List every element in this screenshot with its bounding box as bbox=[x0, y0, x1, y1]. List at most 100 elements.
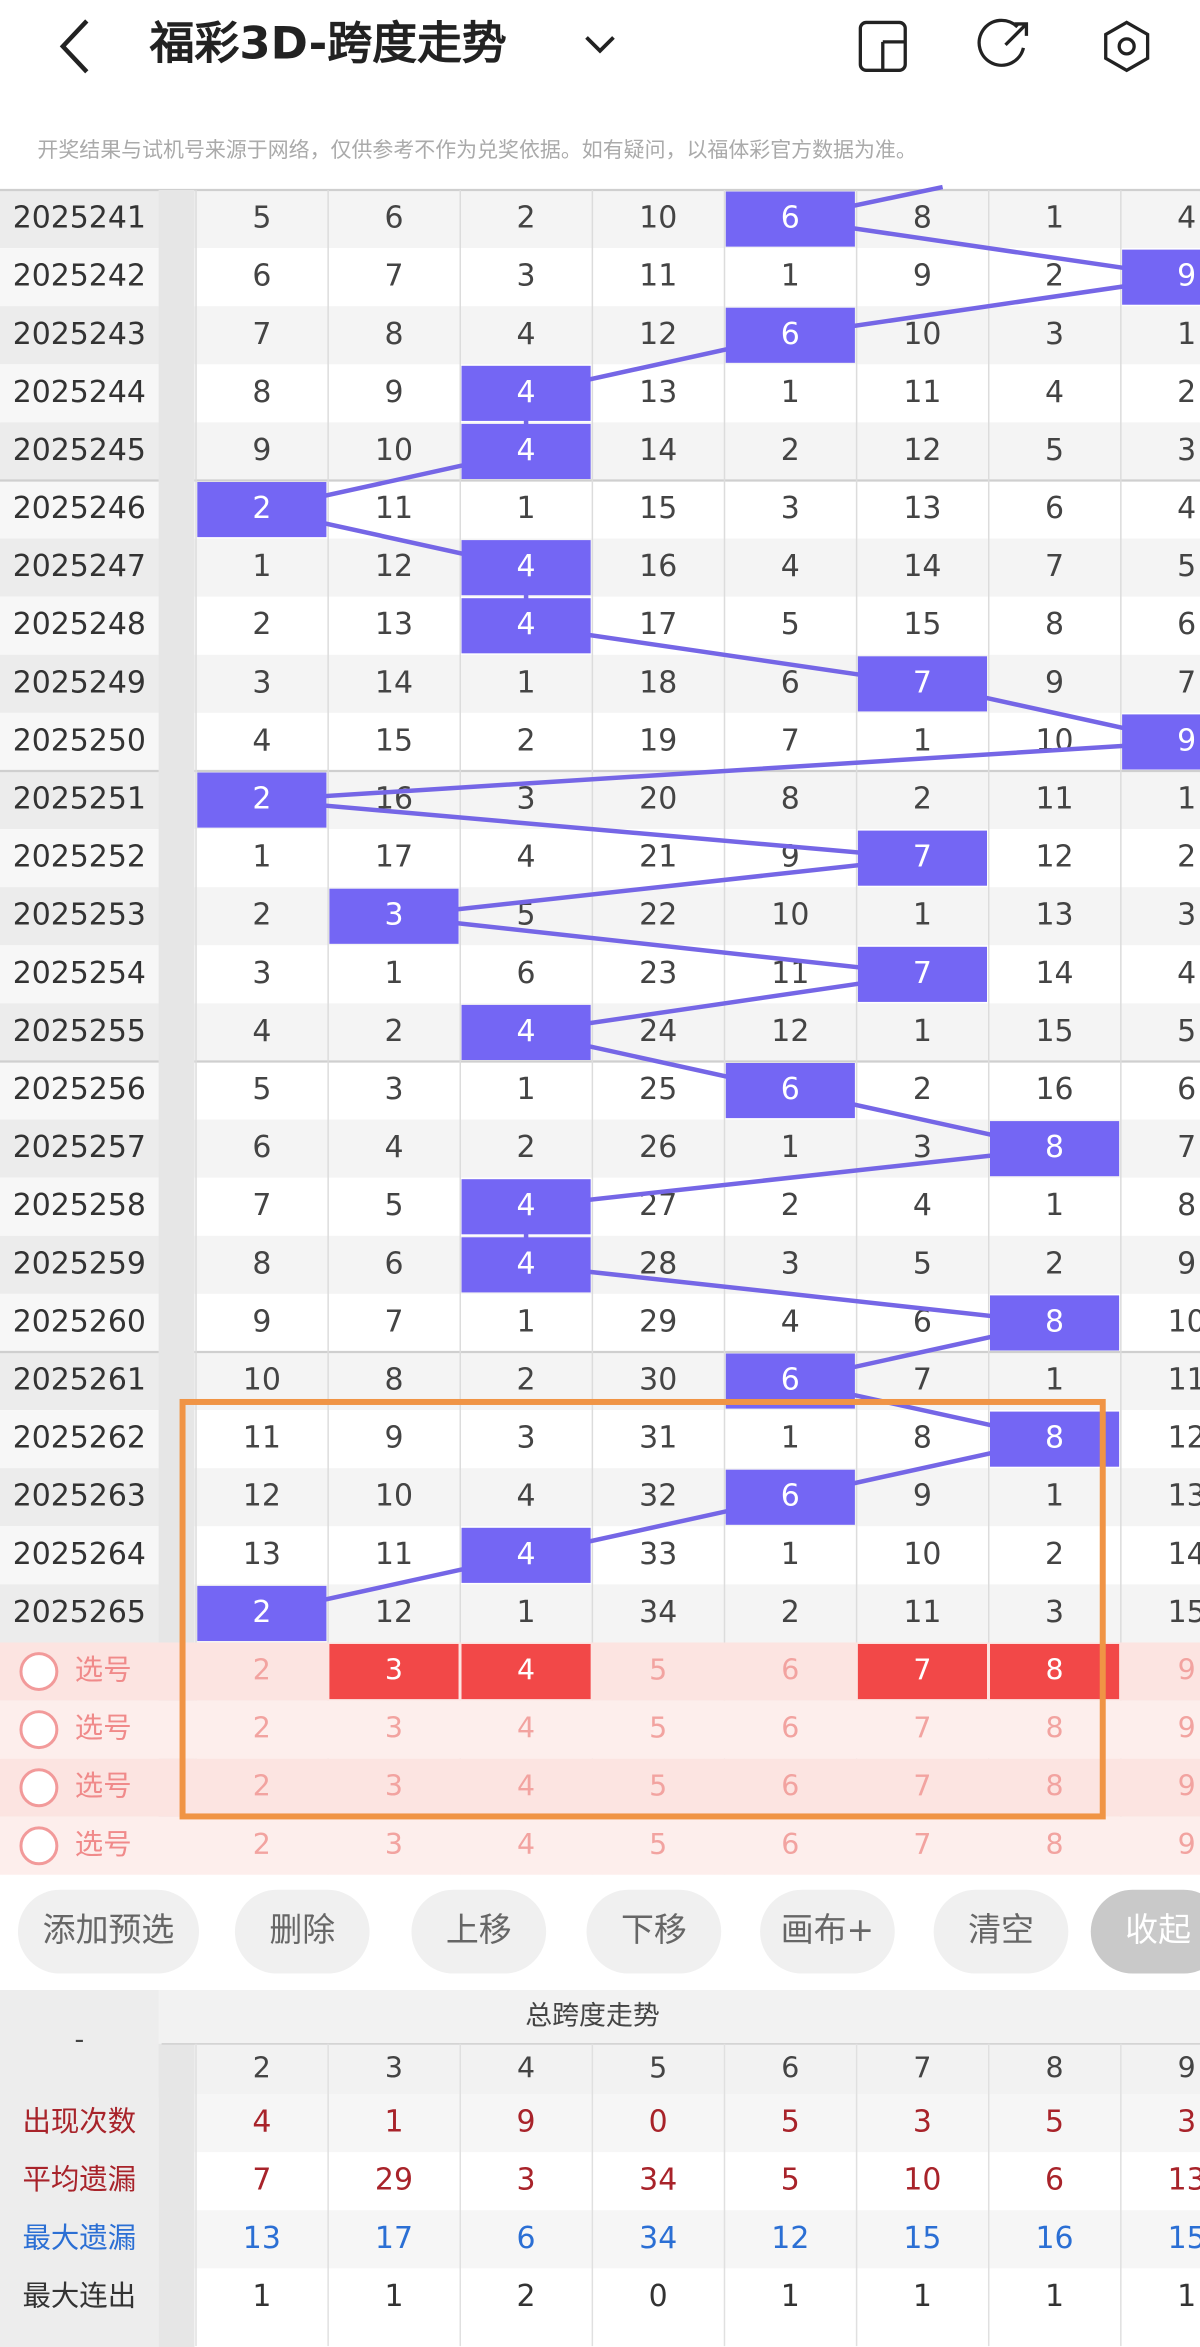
select-number[interactable]: 4 bbox=[517, 1828, 535, 1861]
cell: 24 bbox=[639, 1014, 677, 1049]
phone-icon[interactable] bbox=[858, 20, 907, 72]
back-button[interactable] bbox=[59, 19, 89, 74]
cell: 11 bbox=[1036, 782, 1074, 817]
cell: 15 bbox=[903, 607, 941, 642]
cell: 3 bbox=[252, 956, 271, 991]
row-bg bbox=[0, 1003, 1200, 1062]
select-number[interactable]: 6 bbox=[781, 1712, 799, 1745]
cell: 4 bbox=[1177, 956, 1196, 991]
selected-cell[interactable] bbox=[329, 1643, 459, 1700]
hit-cell bbox=[857, 946, 988, 1002]
select-number[interactable]: 2 bbox=[253, 1654, 271, 1687]
select-number[interactable]: 7 bbox=[913, 1828, 931, 1861]
cell: 14 bbox=[639, 433, 677, 468]
cell: 10 bbox=[375, 433, 413, 468]
cell: 10 bbox=[903, 1537, 941, 1572]
button-label[interactable]: 删除 bbox=[269, 1910, 335, 1949]
select-number[interactable]: 7 bbox=[913, 1712, 931, 1745]
select-number[interactable]: 8 bbox=[1046, 1770, 1064, 1803]
button[interactable] bbox=[933, 1889, 1069, 1974]
select-radio[interactable] bbox=[19, 1768, 59, 1808]
period-bg bbox=[0, 1061, 159, 1120]
cell: 11 bbox=[375, 1537, 413, 1572]
select-number[interactable]: 8 bbox=[1046, 1654, 1064, 1687]
button-label[interactable]: 清空 bbox=[968, 1910, 1034, 1949]
select-number[interactable]: 6 bbox=[781, 1828, 799, 1861]
select-number[interactable]: 9 bbox=[1178, 1828, 1196, 1861]
cell: 2 bbox=[252, 898, 271, 933]
cell: 9 bbox=[1045, 665, 1064, 700]
cell: 14 bbox=[1036, 956, 1074, 991]
select-radio[interactable] bbox=[19, 1710, 59, 1750]
share-icon[interactable] bbox=[977, 18, 1029, 67]
select-number[interactable]: 7 bbox=[913, 1654, 931, 1687]
hit-value: 4 bbox=[517, 1246, 536, 1281]
select-number[interactable]: 9 bbox=[1178, 1712, 1196, 1745]
hit-value: 2 bbox=[252, 1595, 271, 1630]
page-title[interactable]: 福彩3D-跨度走势 bbox=[149, 16, 507, 69]
select-number[interactable]: 2 bbox=[253, 1770, 271, 1803]
button[interactable] bbox=[1090, 1889, 1200, 1974]
button[interactable] bbox=[234, 1889, 370, 1974]
period-bg bbox=[0, 1468, 159, 1527]
select-radio[interactable] bbox=[19, 1826, 59, 1866]
stats-label: 平均遗漏 bbox=[22, 2163, 136, 2196]
select-number[interactable]: 6 bbox=[781, 1770, 799, 1803]
stats-column: 3 bbox=[385, 2051, 403, 2084]
select-number[interactable]: 3 bbox=[385, 1828, 403, 1861]
period-bg bbox=[0, 190, 159, 249]
select-number[interactable]: 3 bbox=[385, 1654, 403, 1687]
select-number[interactable]: 4 bbox=[517, 1770, 535, 1803]
button-label[interactable]: 收起 bbox=[1125, 1910, 1191, 1949]
cell: 14 bbox=[1168, 1537, 1200, 1572]
button-label[interactable]: 画布+ bbox=[781, 1910, 874, 1949]
select-label: 选号 bbox=[75, 1712, 132, 1745]
cell: 32 bbox=[639, 1479, 677, 1514]
select-number[interactable]: 5 bbox=[649, 1712, 667, 1745]
select-number[interactable]: 9 bbox=[1178, 1770, 1196, 1803]
hit-value: 4 bbox=[517, 1537, 536, 1572]
period-bg bbox=[0, 1003, 159, 1062]
select-number[interactable]: 4 bbox=[517, 1712, 535, 1745]
button[interactable] bbox=[411, 1889, 547, 1974]
button[interactable] bbox=[17, 1889, 200, 1974]
period: 2025243 bbox=[13, 317, 146, 352]
cell: 2 bbox=[517, 1130, 536, 1165]
cell: 10 bbox=[903, 317, 941, 352]
stats-value: 10 bbox=[903, 2163, 941, 2198]
select-number[interactable]: 2 bbox=[253, 1828, 271, 1861]
button-label[interactable]: 下移 bbox=[621, 1910, 687, 1949]
select-number[interactable]: 5 bbox=[649, 1828, 667, 1861]
cell: 7 bbox=[1045, 549, 1064, 584]
select-number[interactable]: 3 bbox=[385, 1712, 403, 1745]
selected-cell[interactable] bbox=[857, 1643, 988, 1700]
button[interactable] bbox=[586, 1889, 722, 1974]
period-bg bbox=[0, 945, 159, 1004]
button-label[interactable]: 上移 bbox=[446, 1910, 512, 1949]
stats-label: 最大连出 bbox=[22, 2279, 136, 2312]
select-number[interactable]: 6 bbox=[781, 1654, 799, 1687]
button[interactable] bbox=[760, 1889, 895, 1974]
select-number[interactable]: 8 bbox=[1046, 1828, 1064, 1861]
select-number[interactable]: 4 bbox=[517, 1654, 535, 1687]
cell: 8 bbox=[252, 375, 271, 410]
select-radio[interactable] bbox=[19, 1652, 59, 1691]
select-number[interactable]: 2 bbox=[253, 1712, 271, 1745]
selected-cell[interactable] bbox=[461, 1643, 591, 1700]
select-number[interactable]: 5 bbox=[649, 1770, 667, 1803]
title-dropdown[interactable] bbox=[585, 36, 615, 54]
select-number[interactable]: 7 bbox=[913, 1770, 931, 1803]
cell: 5 bbox=[913, 1246, 932, 1281]
select-number[interactable]: 9 bbox=[1178, 1654, 1196, 1687]
button-label[interactable]: 添加预选 bbox=[43, 1910, 175, 1949]
stats-value: 2 bbox=[517, 2279, 536, 2314]
selected-cell[interactable] bbox=[989, 1643, 1120, 1700]
cell: 4 bbox=[781, 549, 800, 584]
cell: 1 bbox=[517, 1304, 536, 1339]
select-number[interactable]: 8 bbox=[1046, 1712, 1064, 1745]
settings-icon[interactable] bbox=[1104, 20, 1150, 73]
select-number[interactable]: 5 bbox=[649, 1654, 667, 1687]
stats-value: 0 bbox=[649, 2279, 668, 2314]
select-number[interactable]: 3 bbox=[385, 1770, 403, 1803]
